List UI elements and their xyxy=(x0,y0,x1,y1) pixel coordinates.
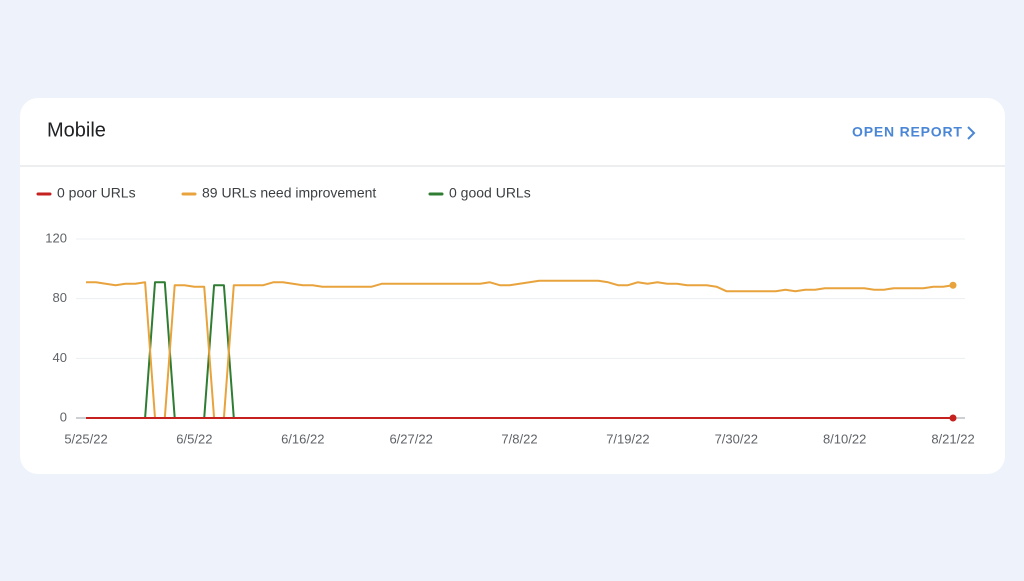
y-tick-label: 120 xyxy=(45,230,67,245)
y-tick-label: 0 xyxy=(60,409,67,424)
card xyxy=(20,98,1005,474)
x-tick-label: 8/21/22 xyxy=(931,431,974,446)
chevron[interactable] xyxy=(967,126,976,140)
x-tick-label: 8/10/22 xyxy=(823,431,866,446)
x-tick-label: 6/16/22 xyxy=(281,431,324,446)
x-tick-label: 6/27/22 xyxy=(389,431,432,446)
end-dot xyxy=(949,414,957,422)
card-title: Mobile xyxy=(47,119,106,141)
open-report-link[interactable]: OPEN REPORT xyxy=(852,124,963,140)
open-report[interactable]: OPEN REPORT xyxy=(852,124,976,140)
x-tick-label: 5/25/22 xyxy=(64,431,107,446)
legend-label: 0 poor URLs xyxy=(57,185,136,201)
x-tick-label: 7/30/22 xyxy=(715,431,758,446)
y-tick-label: 40 xyxy=(53,350,67,365)
y-tick-label: 80 xyxy=(53,290,67,305)
x-tick-label: 7/19/22 xyxy=(606,431,649,446)
x-tick-label: 7/8/22 xyxy=(501,431,537,446)
x-tick-label: 6/5/22 xyxy=(176,431,212,446)
series-line xyxy=(86,279,954,419)
legend-label: 0 good URLs xyxy=(449,185,531,201)
legend-label: 89 URLs need improvement xyxy=(202,185,376,201)
end-dot xyxy=(949,281,957,289)
